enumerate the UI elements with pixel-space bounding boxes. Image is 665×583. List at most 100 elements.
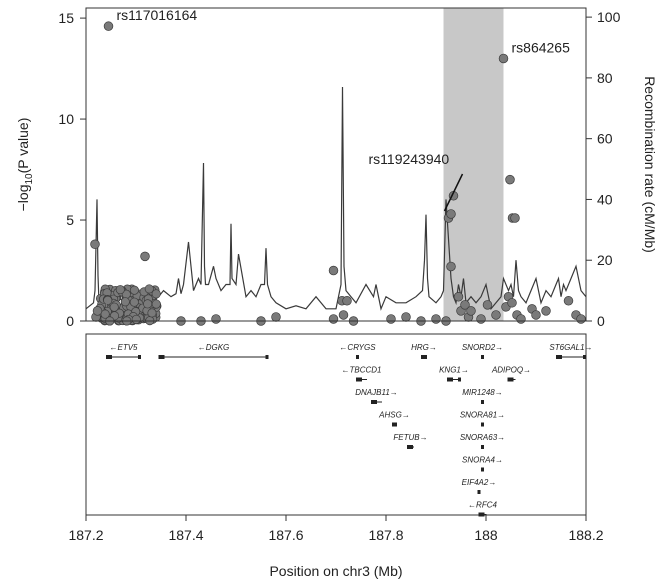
snp-annotation-label: rs119243940 [369,151,450,167]
snp-points-layer: rs117016164 rs864265 rs119243940 [90,7,586,326]
gene-exon [138,355,141,359]
gene-label: ←ETV5 [109,343,138,352]
snp-point [576,314,586,324]
snp-point [446,261,456,272]
axes-layer: 0 5 10 15 0 20 40 60 80 100 187.2 187.4 187.6 187.8 18… [58,7,621,543]
gene-label: HRG→ [411,343,437,352]
y-axis-left-title-prefix: −log [15,185,31,212]
snp-point [328,314,339,324]
gene-exon [458,377,461,382]
y-right-tick-label: 60 [597,131,613,147]
gene-exon [371,400,377,404]
y-axis-left-title: −log10(P value) [15,118,35,212]
y-left-tick-label: 10 [58,111,74,127]
x-tick-label: 188.2 [568,527,603,543]
gene-track-frame [85,333,587,516]
snp-point [120,297,130,307]
recombination-rate-layer [85,86,587,311]
snp-point [103,21,114,31]
snp-point [531,310,541,320]
snp-point [115,285,125,295]
gene-label: AHSG→ [378,411,410,420]
snp-point [401,312,411,322]
gene-exon [392,422,397,427]
y-right-tick-label: 0 [597,313,605,329]
snp-annotation-label: rs864265 [512,39,571,55]
snp-annotation-leader [443,173,464,212]
gene-exon [407,445,413,449]
gene-label: ←RFC4 [468,501,497,510]
snp-point [338,310,349,320]
label-layer: Position on chr3 (Mb) −log10(P value) Re… [15,76,658,579]
snp-point [211,314,221,324]
gene-label: ←CRYGS [339,343,376,352]
gene-exon [421,355,427,359]
gene-exon [478,512,485,517]
gene-exon [356,377,362,382]
snp-point [147,308,157,318]
y-left-tick-label: 0 [66,313,74,329]
snp-point [510,213,520,223]
snp-point [143,299,153,309]
gene-exon [477,490,481,494]
y-right-tick-label: 80 [597,70,613,86]
snp-point [103,295,113,305]
gene-label: DNAJB11→ [355,388,398,397]
plot-frame [85,7,587,322]
y-right-tick-label: 40 [597,191,613,207]
x-tick-label: 188 [474,527,498,543]
snp-point [507,298,517,308]
y-right-tick-label: 20 [597,252,613,268]
x-tick-label: 187.6 [268,527,303,543]
snp-point [92,306,103,316]
snp-point [342,296,352,306]
highlight-band [443,8,504,321]
snp-point [90,239,100,250]
snp-point [498,53,509,64]
gene-exon [481,400,484,404]
gene-exon [556,355,562,359]
snp-point [453,292,464,302]
snp-point [144,284,154,294]
snp-point [151,299,161,309]
snp-point [516,314,526,324]
gene-exon [158,355,165,359]
snp-point [466,306,476,316]
gene-label: SNORA81→ [460,411,505,420]
gene-exon [583,355,586,359]
gene-exon [447,377,453,382]
y-axis-right-title: Recombination rate (cM/Mb) [642,76,658,253]
x-tick-label: 187.4 [168,527,203,543]
gene-label: MIR1248→ [462,388,502,397]
gene-label: ST6GAL1→ [549,343,592,352]
y-left-tick-label: 15 [58,10,74,26]
recombination-rate-line [85,86,587,311]
y-axis-left-title-subscript: 10 [24,173,35,185]
gene-exon [265,355,269,359]
y-left-tick-label: 5 [66,212,74,228]
snp-point [446,209,456,219]
gene-label: FETUB→ [393,433,427,442]
gene-exon [481,422,484,427]
x-tick-label: 187.2 [68,527,103,543]
gene-label: ←TBCCD1 [341,366,381,375]
snp-point [140,251,150,262]
gene-exon [481,467,484,472]
snp-point [482,300,493,310]
gene-label: EIF4A2→ [462,478,497,487]
gene-label: SNORD2→ [462,343,503,352]
gene-exon [507,377,514,382]
snp-point [476,314,486,324]
snp-point [109,302,119,312]
y-axis-left-title-suffix: (P value) [15,118,31,174]
gene-label: ADIPOQ→ [491,366,531,375]
gene-track-layer: ←ETV5 ←DGKG ←CRYGS HRG→ SNORD2→ ST6GAL1→ ←TBCC… [106,343,593,517]
snp-point [431,314,441,324]
highlight-region-layer [443,8,504,321]
snp-point [129,285,139,295]
y-right-tick-label: 100 [597,9,621,25]
gene-exon [481,355,484,359]
snp-point [541,306,551,316]
snp-point [491,310,501,320]
